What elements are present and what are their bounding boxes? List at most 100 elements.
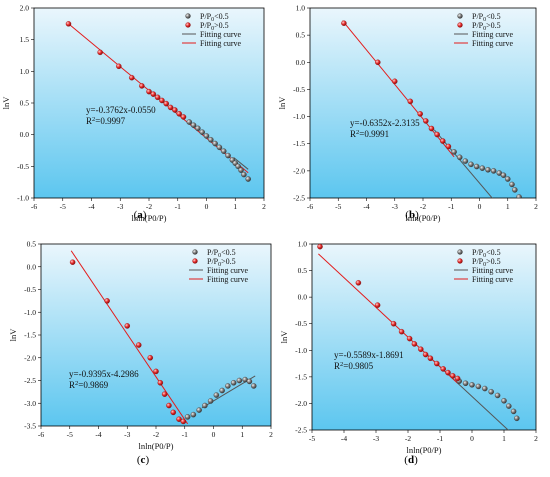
legend-label: Fitting curve — [472, 39, 514, 48]
x-tick-label: 2 — [534, 202, 538, 211]
data-point-red — [159, 97, 165, 104]
y-tick-label: 0.5 — [296, 31, 306, 40]
data-point-gray — [202, 402, 208, 409]
plot-content — [341, 20, 522, 198]
data-point-red — [176, 416, 182, 422]
legend-marker-red — [457, 22, 463, 28]
chart-panel-d: -5 -4 -3 -2 -1 0 1 2 -2.5 -2.0 -1.5 -1.0 -0.5 0.0 0.5 1… — [279, 240, 538, 467]
y-tick-label: -1.0 — [293, 112, 305, 121]
r-squared-text: R2=0.9869 — [69, 380, 109, 390]
fitting-line-gray — [233, 157, 249, 170]
x-tick-label: 0 — [212, 430, 216, 439]
y-tick-label: 0.0 — [27, 262, 37, 271]
y-tick-label: -2.5 — [293, 194, 305, 203]
x-tick-label: 2 — [269, 430, 273, 439]
x-tick-label: -5 — [67, 430, 73, 439]
x-tick-label: -1 — [182, 430, 188, 439]
data-point-gray — [238, 167, 244, 173]
data-point-red — [450, 373, 456, 379]
data-point-gray — [501, 398, 507, 404]
data-point-red — [406, 335, 413, 342]
y-tick-label: -0.5 — [293, 85, 305, 94]
legend-marker-red — [185, 22, 191, 28]
x-tick-label: 2 — [262, 202, 266, 211]
data-point-gray — [213, 392, 220, 398]
plot-frame — [311, 243, 537, 431]
plot-area — [312, 244, 536, 430]
data-point-red — [116, 63, 122, 70]
x-tick-label: -5 — [335, 202, 341, 211]
data-point-gray — [225, 152, 231, 159]
plot-content — [69, 250, 257, 425]
data-point-gray — [203, 133, 210, 139]
x-tick-label: 0 — [478, 202, 482, 211]
data-point-red — [398, 328, 405, 335]
x-tick-label: -3 — [124, 430, 130, 439]
x-axis-label: lnln(P0/P) — [139, 441, 174, 451]
legend-label: Fitting curve — [207, 266, 249, 275]
chart-panel-a: -6 -5 -4 -3 -2 -1 0 1 2 -1.0 -0.5 0.0 0.5 1.0 1.5 2.0 ln… — [1, 4, 266, 224]
data-point-gray — [456, 154, 463, 161]
x-tick-label: -6 — [38, 430, 44, 439]
data-point-red — [124, 323, 131, 329]
x-tick-label: -2 — [153, 430, 159, 439]
data-point-gray — [469, 382, 475, 388]
plot-area — [41, 244, 271, 426]
y-tick-label: -1.5 — [24, 331, 36, 340]
data-point-red — [104, 298, 110, 304]
data-point-gray — [196, 407, 202, 413]
y-tick-label: -2.5 — [24, 376, 36, 385]
plot-content — [317, 244, 520, 430]
x-tick-label: -3 — [392, 202, 398, 211]
y-tick-label: -1.0 — [24, 308, 36, 317]
y-tick-label: 1.0 — [20, 67, 30, 76]
legend-label: P/P0<0.5 — [472, 12, 501, 23]
x-tick-label: 2 — [534, 434, 538, 443]
fitting-line-red — [318, 253, 458, 384]
chart-panel-b: -6 -5 -4 -3 -2 -1 0 1 2 -2.5 -2.0 -1.5 -1.0 -0.5 0.0 0.… — [277, 4, 538, 224]
x-tick-label: -4 — [363, 202, 369, 211]
data-point-red — [390, 320, 397, 327]
legend-label: Fitting curve — [472, 266, 514, 275]
data-point-red — [97, 49, 103, 56]
data-point-red — [422, 351, 429, 358]
data-point-gray — [509, 181, 515, 188]
y-tick-label: -0.5 — [24, 285, 36, 294]
data-point-gray — [468, 161, 474, 168]
legend-label: P/P0>0.5 — [200, 21, 229, 32]
y-tick-label: -3.5 — [24, 422, 36, 431]
data-point-red — [163, 100, 169, 107]
x-tick-label: -5 — [60, 202, 66, 211]
data-point-red — [434, 360, 440, 367]
data-point-red — [170, 409, 176, 416]
x-tick-label: 1 — [502, 434, 506, 443]
data-point-gray — [199, 129, 205, 135]
legend-marker-red — [192, 258, 198, 264]
y-tick-label: -1.5 — [295, 372, 307, 381]
data-point-gray — [482, 385, 488, 392]
data-point-gray — [190, 411, 197, 418]
data-point-gray — [473, 163, 480, 170]
data-point-gray — [475, 383, 482, 390]
plot-content — [65, 21, 251, 182]
data-point-red — [317, 244, 323, 250]
y-tick-label: 0.0 — [20, 130, 30, 139]
x-tick-label: -4 — [88, 202, 94, 211]
equation-text: y=-0.3762x-0.0550 — [86, 105, 156, 115]
y-axis-label: lnV — [277, 96, 287, 110]
legend-label: P/P0>0.5 — [472, 257, 501, 268]
x-tick-label: -1 — [175, 202, 181, 211]
data-point-red — [157, 380, 164, 386]
data-point-gray — [216, 144, 223, 151]
x-tick-label: -2 — [405, 434, 411, 443]
data-point-red — [427, 355, 434, 362]
data-point-gray — [195, 125, 201, 132]
data-point-red — [139, 83, 145, 89]
data-point-red — [172, 107, 178, 113]
data-point-gray — [500, 172, 507, 178]
data-point-gray — [236, 377, 243, 384]
legend-marker-red — [457, 258, 463, 264]
data-point-gray — [219, 387, 225, 394]
